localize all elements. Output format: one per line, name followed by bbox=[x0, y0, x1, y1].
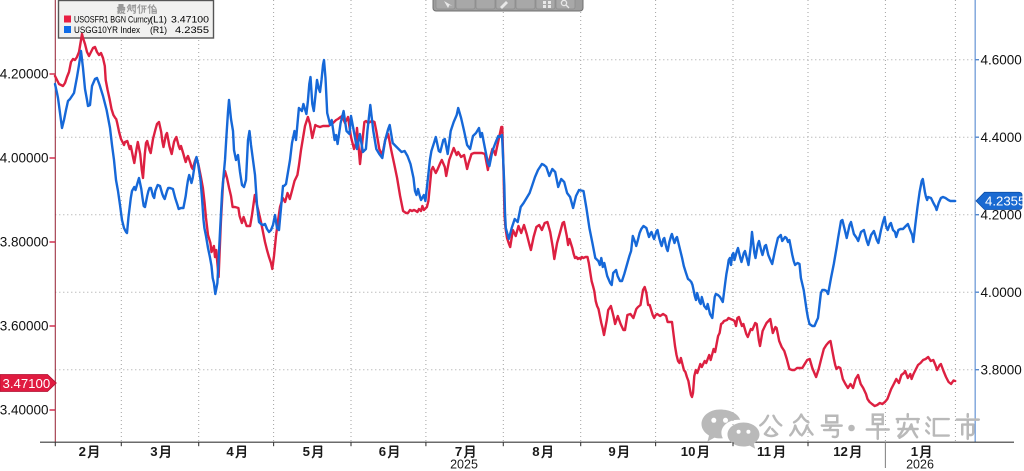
svg-text:USGG10YR Index: USGG10YR Index bbox=[74, 25, 140, 35]
svg-text:6: 6 bbox=[379, 444, 386, 459]
svg-text:4.2355: 4.2355 bbox=[175, 25, 209, 35]
svg-text:4: 4 bbox=[226, 444, 234, 459]
svg-text:3.60000: 3.60000 bbox=[0, 319, 49, 334]
svg-text:2: 2 bbox=[79, 444, 86, 459]
svg-text:(L1): (L1) bbox=[150, 14, 167, 24]
svg-text:4.2355: 4.2355 bbox=[985, 194, 1024, 209]
svg-text:4.2000: 4.2000 bbox=[981, 207, 1022, 222]
svg-text:3.8000: 3.8000 bbox=[981, 362, 1022, 377]
svg-text:4.20000: 4.20000 bbox=[0, 67, 49, 82]
svg-text:3.40000: 3.40000 bbox=[0, 403, 49, 418]
svg-text:7: 7 bbox=[455, 444, 462, 459]
svg-text:3.80000: 3.80000 bbox=[0, 235, 49, 250]
svg-text:3: 3 bbox=[150, 444, 157, 459]
svg-text:4.6000: 4.6000 bbox=[981, 52, 1022, 67]
svg-text:8: 8 bbox=[532, 444, 539, 459]
svg-text:5: 5 bbox=[303, 444, 310, 459]
svg-text:3.47100: 3.47100 bbox=[3, 376, 51, 391]
svg-text:2026: 2026 bbox=[906, 458, 934, 471]
svg-text:3.47100: 3.47100 bbox=[171, 14, 209, 24]
svg-text:4.00000: 4.00000 bbox=[0, 151, 49, 166]
svg-text:10: 10 bbox=[681, 444, 696, 459]
svg-text:(R1): (R1) bbox=[150, 25, 167, 35]
svg-text:USOSFR1 BGN Curncy: USOSFR1 BGN Curncy bbox=[74, 14, 151, 24]
svg-text:4.4000: 4.4000 bbox=[981, 130, 1022, 145]
svg-text:11: 11 bbox=[757, 444, 771, 459]
svg-text:9: 9 bbox=[608, 444, 615, 459]
svg-text:1: 1 bbox=[911, 444, 918, 459]
svg-text:2025: 2025 bbox=[450, 458, 478, 471]
svg-text:12: 12 bbox=[833, 444, 848, 459]
svg-text:4.0000: 4.0000 bbox=[981, 285, 1022, 300]
